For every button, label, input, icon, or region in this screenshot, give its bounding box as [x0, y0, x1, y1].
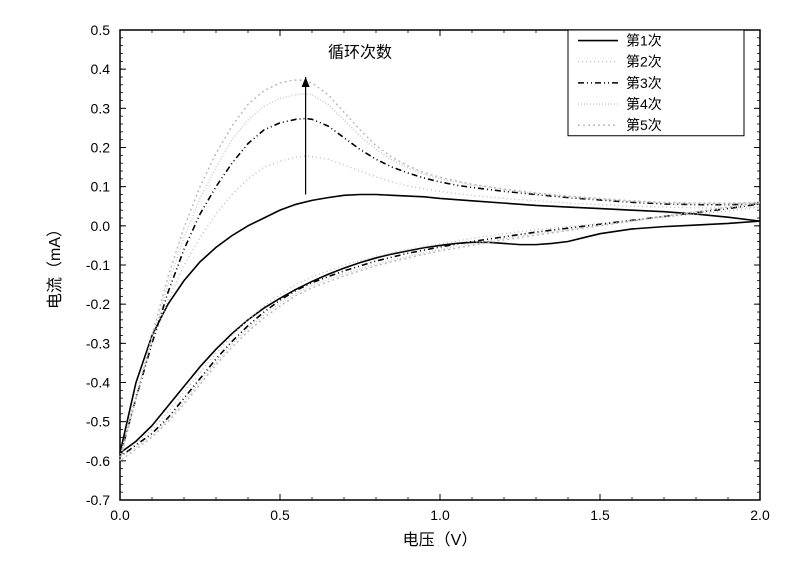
legend-label-3: 第3次 — [626, 75, 662, 91]
annotation-text: 循环次数 — [328, 43, 392, 61]
legend-label-4: 第4次 — [626, 96, 662, 112]
svg-text:0.0: 0.0 — [91, 218, 111, 234]
svg-text:-0.3: -0.3 — [86, 335, 110, 351]
svg-text:-0.5: -0.5 — [86, 414, 110, 430]
svg-text:0.5: 0.5 — [91, 22, 111, 38]
svg-text:1.5: 1.5 — [590, 507, 610, 523]
svg-text:电压（V）: 电压（V） — [403, 531, 478, 549]
svg-text:-0.7: -0.7 — [86, 492, 110, 508]
svg-text:0.3: 0.3 — [91, 100, 111, 116]
svg-text:-0.1: -0.1 — [86, 257, 110, 273]
svg-text:-0.4: -0.4 — [86, 375, 110, 391]
legend-label-5: 第5次 — [626, 117, 662, 133]
legend-label-2: 第2次 — [626, 54, 662, 70]
svg-text:0.1: 0.1 — [91, 179, 111, 195]
svg-text:-0.6: -0.6 — [86, 453, 110, 469]
svg-text:-0.2: -0.2 — [86, 296, 110, 312]
svg-text:0.5: 0.5 — [270, 507, 290, 523]
svg-text:2.0: 2.0 — [750, 507, 770, 523]
legend-label-1: 第1次 — [626, 33, 662, 49]
svg-text:0.4: 0.4 — [91, 61, 111, 77]
svg-text:0.0: 0.0 — [110, 507, 130, 523]
svg-text:0.2: 0.2 — [91, 140, 111, 156]
svg-text:1.0: 1.0 — [430, 507, 450, 523]
cv-chart: 0.0 0.5 1.0 1.5 2.0 -0.7 -0.6 -0.5 -0.4 -0.3 -0.2 -… — [0, 0, 800, 569]
chart-svg: 0.0 0.5 1.0 1.5 2.0 -0.7 -0.6 -0.5 -0.4 -0.3 -0.2 -… — [0, 0, 800, 569]
svg-text:电流（mA）: 电流（mA） — [46, 221, 64, 309]
